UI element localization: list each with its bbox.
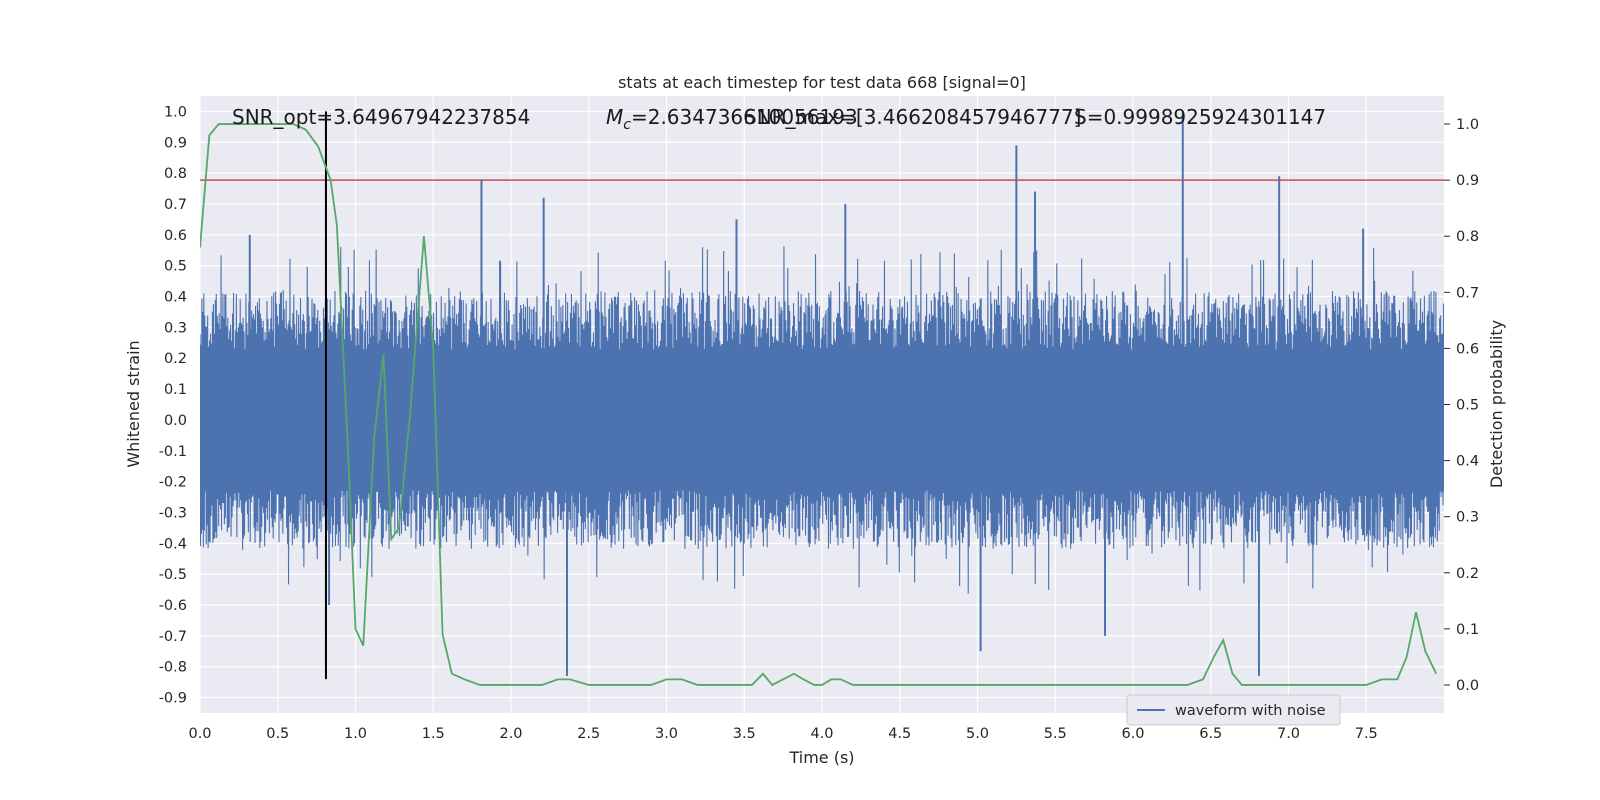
y-right-tick-label: 0.2 xyxy=(1456,566,1479,582)
y-right-tick-label: 0.8 xyxy=(1456,229,1479,245)
y-left-tick-label: 0.7 xyxy=(164,197,187,213)
y-axis-right-label: Detection probability xyxy=(1487,320,1506,488)
waveform-with-noise-series xyxy=(200,111,1444,676)
detection-probability-line xyxy=(200,123,1438,687)
y-left-tick-label: -0.4 xyxy=(159,536,187,552)
x-tick-label: 7.0 xyxy=(1277,726,1300,742)
y-left-tick-label: 0.9 xyxy=(164,135,187,151)
y-left-tick-label: 1.0 xyxy=(164,104,187,120)
x-tick-label: 0.5 xyxy=(266,726,289,742)
y-right-tick-labels: 1.0 0.9 0.8 0.7 0.6 0.5 0.4 0.3 0.2 0.1 0.0 xyxy=(1444,117,1479,694)
y-axis-left-label: Whitened strain xyxy=(124,340,143,467)
y-left-tick-label: 0.8 xyxy=(164,166,187,182)
x-tick-label: 6.5 xyxy=(1199,726,1222,742)
y-left-tick-label: -0.1 xyxy=(159,444,187,460)
x-tick-label: 7.5 xyxy=(1355,726,1378,742)
y-right-tick-label: 0.6 xyxy=(1456,341,1479,357)
y-left-tick-label: 0.5 xyxy=(164,259,187,275)
y-left-tick-label: -0.7 xyxy=(159,629,187,645)
y-left-tick-label: -0.9 xyxy=(159,691,187,707)
y-right-tick-label: 0.0 xyxy=(1456,678,1479,694)
x-tick-label: 3.5 xyxy=(733,726,756,742)
annotation-score: S=0.9998925924301147 xyxy=(1074,105,1326,129)
chart-title: stats at each timestep for test data 668… xyxy=(618,73,1026,92)
x-tick-label: 0.0 xyxy=(188,726,211,742)
y-left-tick-label: 0.3 xyxy=(164,320,187,336)
x-tick-label: 4.5 xyxy=(888,726,911,742)
y-left-tick-label: -0.6 xyxy=(159,598,187,614)
x-tick-labels: 0.0 0.5 1.0 1.5 2.0 2.5 3.0 3.5 4.0 4.5 5.0 5.5 6.0 6… xyxy=(188,726,1377,742)
legend: waveform with noise xyxy=(1126,694,1341,726)
annotation-snr-opt: SNR_opt=3.64967942237854 xyxy=(232,105,530,129)
y-right-tick-label: 0.4 xyxy=(1456,454,1479,470)
annotation-chirp-mass: Mc=2.634736610056193 xyxy=(606,105,858,133)
x-tick-label: 2.0 xyxy=(499,726,522,742)
x-tick-label: 1.0 xyxy=(344,726,367,742)
y-left-tick-label: 0.1 xyxy=(164,382,187,398)
y-right-tick-label: 1.0 xyxy=(1456,117,1479,133)
x-tick-label: 5.0 xyxy=(966,726,989,742)
y-left-tick-labels: 1.0 0.9 0.8 0.7 0.6 0.5 0.4 0.3 0.2 0.1 0.0 -0.1 -0.… xyxy=(159,104,187,706)
y-left-tick-label: -0.8 xyxy=(159,660,187,676)
x-tick-label: 6.0 xyxy=(1121,726,1144,742)
y-left-tick-label: -0.3 xyxy=(159,505,187,521)
y-left-tick-label: 0.2 xyxy=(164,351,187,367)
y-right-tick-label: 0.5 xyxy=(1456,398,1479,414)
annotation-snr-max: SNR_max=[3.466208457946777] xyxy=(744,105,1081,129)
y-left-tick-label: 0.4 xyxy=(164,290,187,306)
y-right-tick-label: 0.7 xyxy=(1456,285,1479,301)
y-left-tick-label: -0.5 xyxy=(159,567,187,583)
legend-entry-waveform-with-noise: waveform with noise xyxy=(1175,703,1326,719)
x-tick-label: 5.5 xyxy=(1044,726,1067,742)
y-left-tick-label: 0.6 xyxy=(164,228,187,244)
x-tick-label: 3.0 xyxy=(655,726,678,742)
x-tick-label: 4.0 xyxy=(810,726,833,742)
legend-box xyxy=(1126,694,1341,726)
x-tick-label: 2.5 xyxy=(577,726,600,742)
y-left-tick-label: -0.2 xyxy=(159,475,187,491)
y-right-tick-label: 0.3 xyxy=(1456,510,1479,526)
x-axis-label: Time (s) xyxy=(788,748,854,767)
y-right-tick-label: 0.9 xyxy=(1456,173,1479,189)
waveform-noise-trace xyxy=(200,246,1444,594)
y-left-tick-label: 0.0 xyxy=(164,413,187,429)
annotations: SNR_opt=3.64967942237854 Mc=2.6347366100… xyxy=(232,105,1326,133)
x-tick-label: 1.5 xyxy=(422,726,445,742)
y-right-tick-label: 0.1 xyxy=(1456,622,1479,638)
detection-probability-series xyxy=(200,123,1438,687)
